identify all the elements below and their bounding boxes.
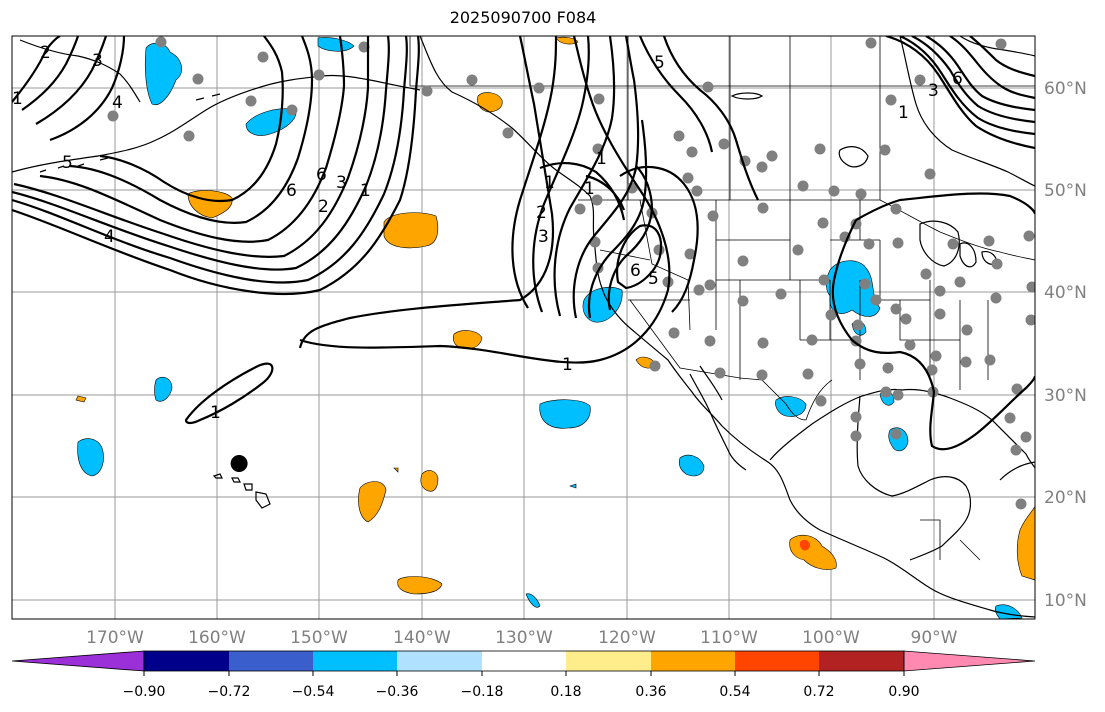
location-marker bbox=[230, 455, 248, 472]
contour-labels: 2 3 1 4 5 6 2 3 1 6 5 4 1 2 3 1 1 5 6 1 … bbox=[12, 43, 963, 423]
colorbar-tick-label: 0.90 bbox=[888, 684, 919, 700]
contour-label: 2 bbox=[318, 197, 329, 217]
contour-label: 3 bbox=[538, 227, 549, 247]
colorbar-tick-label: −0.90 bbox=[123, 684, 166, 700]
lon-tick-label: 160°W bbox=[188, 628, 246, 648]
colorbar-tick-label: −0.18 bbox=[461, 684, 504, 700]
lat-tick-label: 20°N bbox=[1044, 488, 1087, 508]
lat-tick-label: 50°N bbox=[1044, 181, 1087, 201]
lat-tick-label: 40°N bbox=[1044, 283, 1087, 303]
contour-label: 5 bbox=[654, 53, 665, 73]
map-title: 2025090700 F084 bbox=[449, 8, 597, 27]
contour-label: 2 bbox=[40, 43, 51, 63]
lon-tick-label: 110°W bbox=[700, 628, 758, 648]
contour-label: 5 bbox=[648, 269, 659, 289]
colorbar-segment bbox=[903, 650, 1036, 672]
lon-tick-label: 100°W bbox=[802, 628, 860, 648]
lon-gridlines bbox=[114, 36, 935, 619]
colorbar-segment bbox=[229, 651, 313, 671]
lat-tick-labels: 10°N 20°N 30°N 40°N 50°N 60°N bbox=[1044, 79, 1087, 611]
colorbar-segment bbox=[313, 651, 397, 671]
colorbar-tick-label: 0.18 bbox=[550, 684, 581, 700]
lat-tick-label: 30°N bbox=[1044, 386, 1087, 406]
lon-tick-label: 120°W bbox=[598, 628, 656, 648]
contour-label: 1 bbox=[360, 181, 371, 201]
lon-tick-label: 150°W bbox=[290, 628, 348, 648]
lat-tick-label: 60°N bbox=[1044, 79, 1087, 99]
colorbar-segment bbox=[144, 651, 229, 671]
contour-label: 6 bbox=[286, 181, 297, 201]
colorbar-tick-label: 0.54 bbox=[719, 684, 750, 700]
positive-anomaly-areas bbox=[75, 36, 1035, 595]
colorbar-tick-label: −0.36 bbox=[376, 684, 419, 700]
contour-label: 6 bbox=[630, 261, 641, 281]
colorbar-tick-label: −0.72 bbox=[208, 684, 251, 700]
colorbar-tick-label: −0.54 bbox=[292, 684, 335, 700]
lat-tick-label: 10°N bbox=[1044, 591, 1087, 611]
colorbar-segment bbox=[397, 651, 482, 671]
contour-label: 5 bbox=[62, 153, 73, 173]
map-frame bbox=[11, 35, 1036, 620]
contour-label: 4 bbox=[104, 227, 115, 247]
contour-label: 1 bbox=[12, 89, 23, 109]
contour-label: 2 bbox=[536, 203, 547, 223]
contour-label: 1 bbox=[544, 173, 555, 193]
colorbar-segment bbox=[566, 651, 651, 671]
colorbar-segment bbox=[735, 651, 819, 671]
colorbar-tick-label: 0.72 bbox=[803, 684, 834, 700]
lon-tick-labels: 170°W 160°W 150°W 140°W 130°W 120°W 110°… bbox=[86, 628, 958, 648]
station-markers bbox=[107, 36, 1035, 510]
colorbar-segment bbox=[819, 651, 904, 671]
colorbar-tick-label: 0.36 bbox=[635, 684, 666, 700]
lon-tick-label: 90°W bbox=[911, 628, 958, 648]
contour-label: 1 bbox=[898, 103, 909, 123]
contour-label: 6 bbox=[952, 69, 963, 89]
contour-lines bbox=[12, 36, 1035, 451]
colorbar: −0.90 −0.72 −0.54 −0.36 −0.18 0.18 0.36 … bbox=[11, 650, 1036, 700]
lon-tick-label: 130°W bbox=[495, 628, 553, 648]
contour-label: 1 bbox=[596, 149, 607, 169]
contour-label: 3 bbox=[336, 173, 347, 193]
colorbar-segment bbox=[11, 650, 145, 672]
contour-label: 1 bbox=[210, 403, 221, 423]
coastlines bbox=[12, 36, 1035, 618]
contour-label: 6 bbox=[316, 165, 327, 185]
contour-label: 3 bbox=[928, 81, 939, 101]
strong-positive-areas bbox=[800, 539, 810, 551]
contour-label: 1 bbox=[562, 355, 573, 375]
contour-label: 4 bbox=[112, 93, 123, 113]
contour-label: 1 bbox=[584, 179, 595, 199]
lon-tick-label: 170°W bbox=[86, 628, 144, 648]
colorbar-segment bbox=[651, 651, 735, 671]
lon-tick-label: 140°W bbox=[393, 628, 451, 648]
colorbar-segment bbox=[482, 651, 566, 671]
contour-label: 3 bbox=[92, 51, 103, 71]
